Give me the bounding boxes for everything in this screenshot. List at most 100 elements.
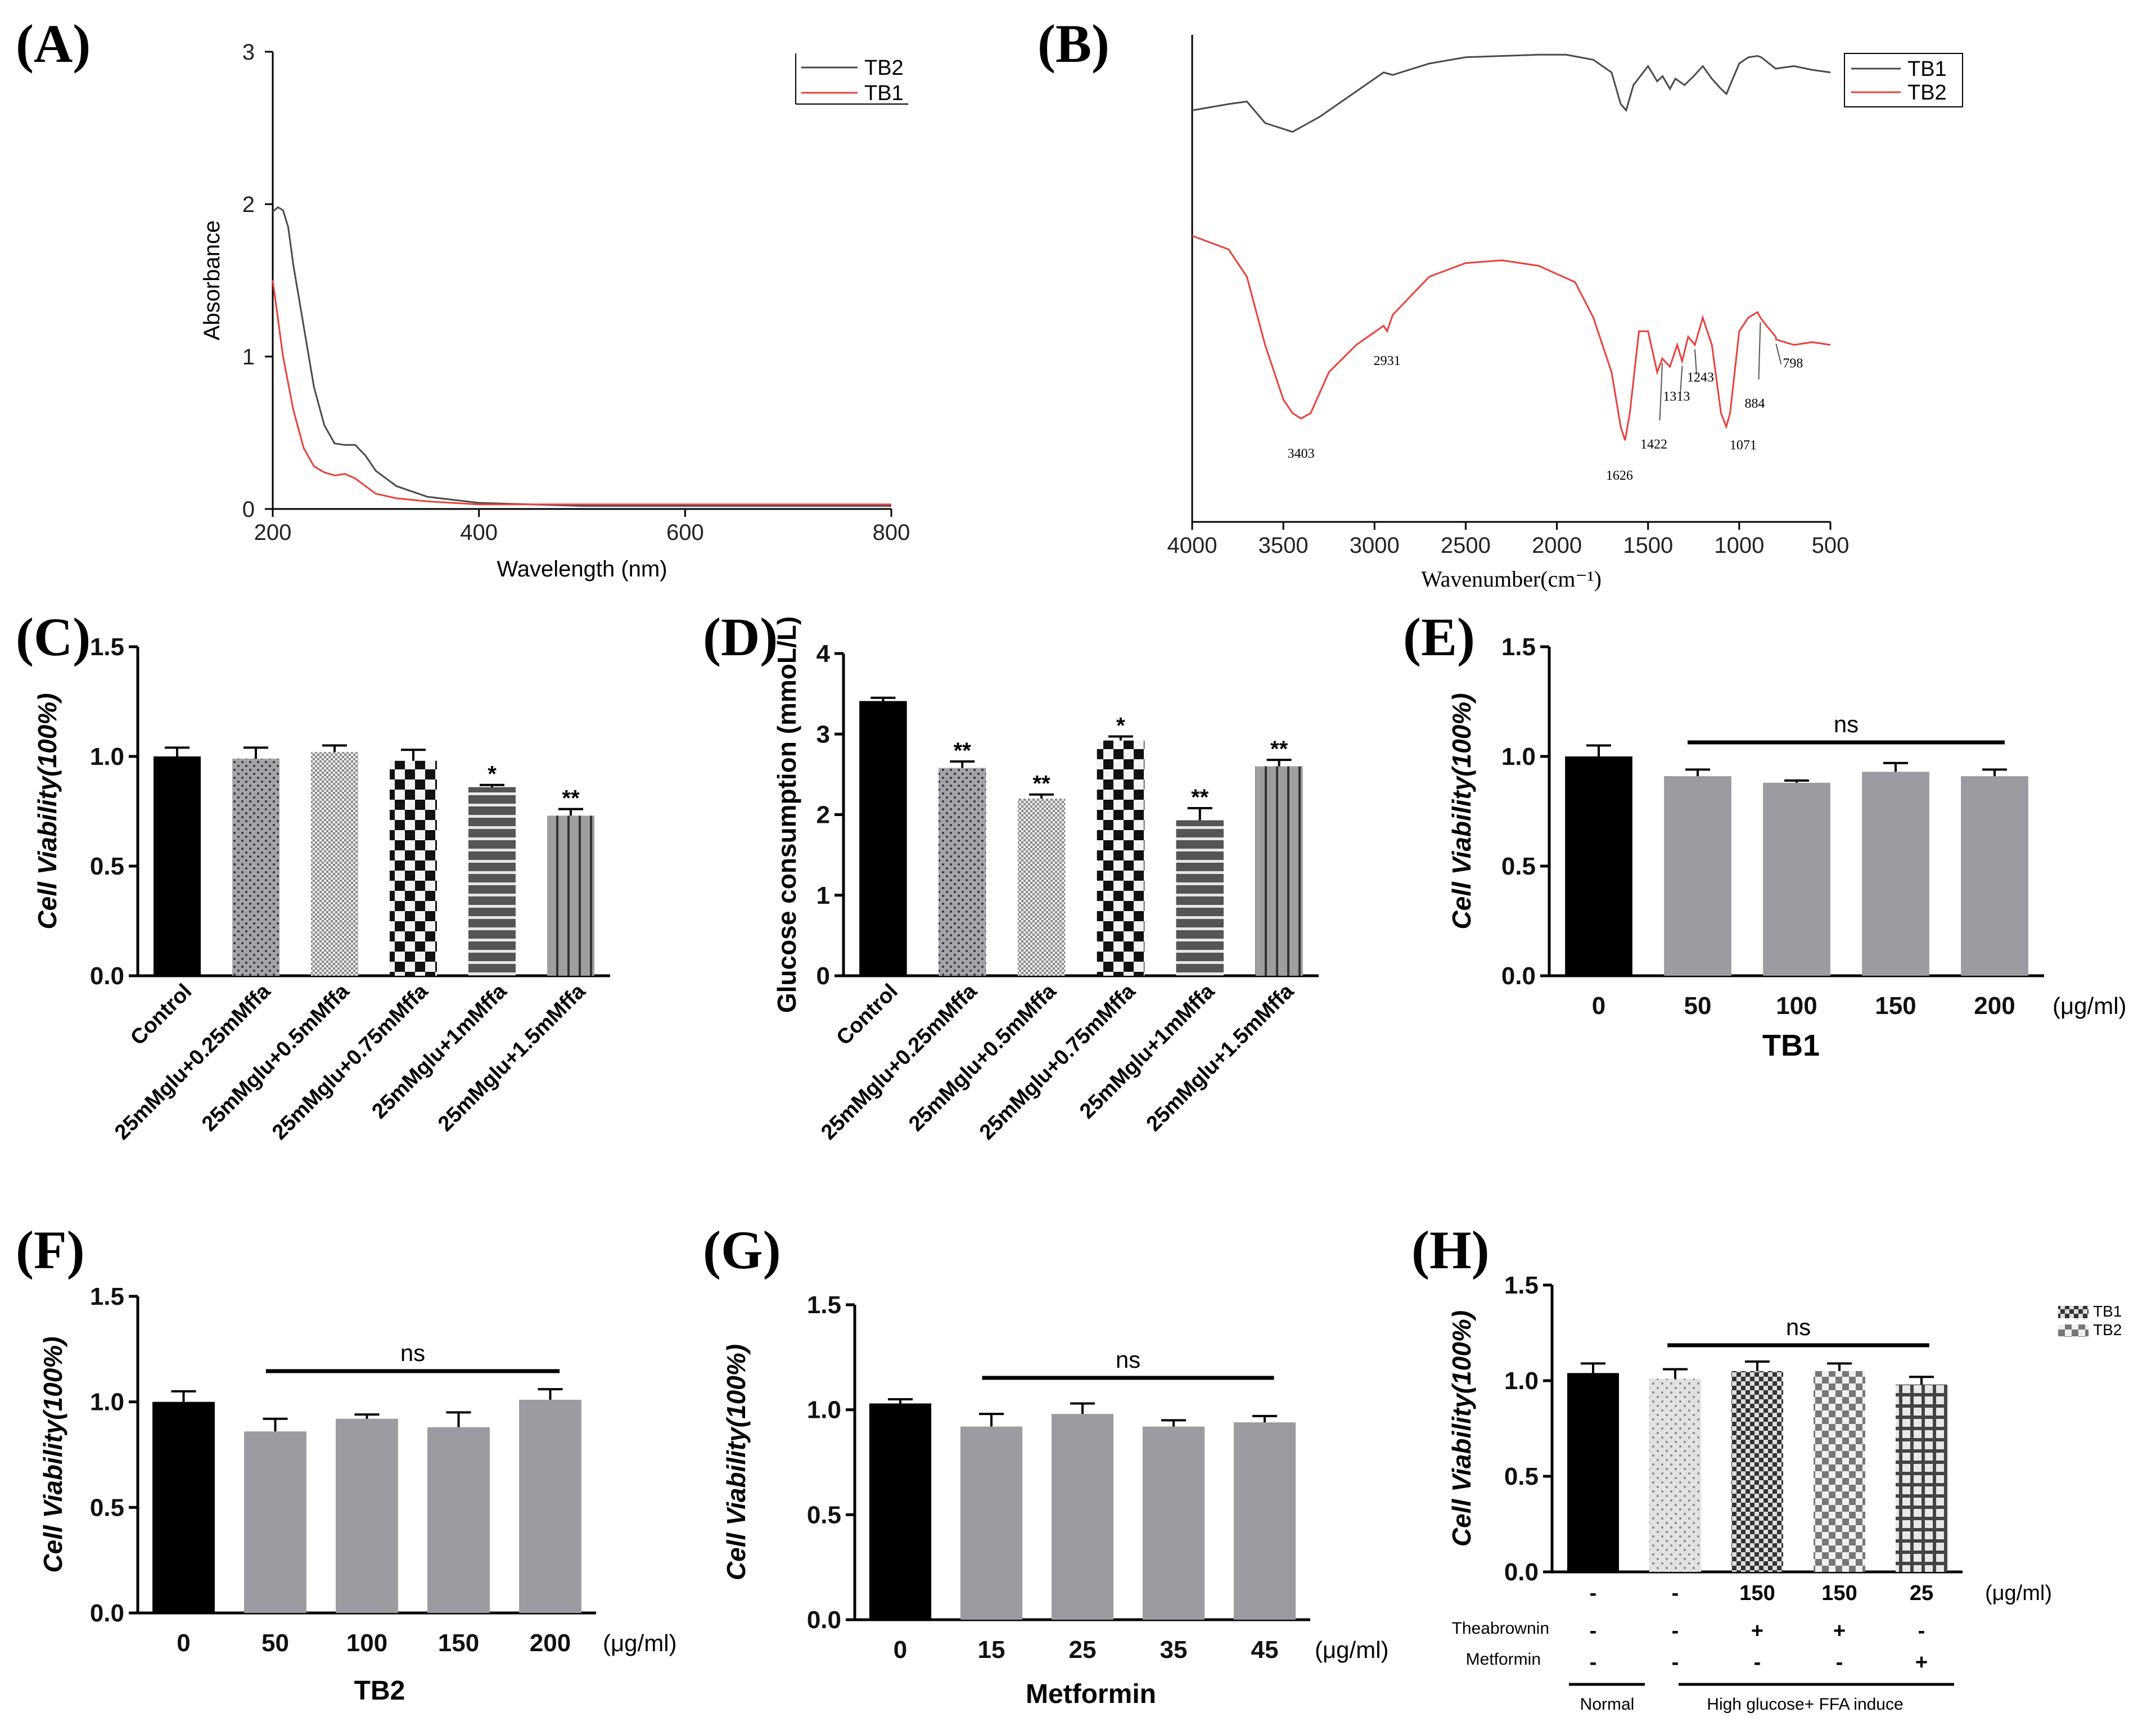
panel-a-legend-label: TB1: [864, 82, 904, 105]
panel-h-bar: [1731, 1371, 1783, 1572]
panel-g-y-tick-label: 0.0: [807, 1606, 841, 1634]
panel-b-series-tb2: [1192, 235, 1831, 441]
panel-e-x-category-label: 150: [1875, 992, 1916, 1020]
panel-h-label: (H): [1411, 1220, 1490, 1280]
panel-g-x-category-label: 45: [1251, 1636, 1279, 1664]
panel-h-ns-label: ns: [1786, 1314, 1811, 1340]
panel-d-label: (D): [703, 607, 778, 667]
panel-a-x-tick-label: 400: [460, 520, 498, 545]
panel-h-legend-swatch: [2058, 1306, 2089, 1318]
panel-f-unit-label: (μg/ml): [603, 1630, 677, 1656]
panel-c-y-tick-label: 1.5: [90, 633, 124, 661]
panel-d-y-axis-label: Glucose consumption (mmoL/L): [772, 616, 801, 1013]
panel-a-y-tick-label: 0: [242, 497, 255, 522]
panel-e-x-category-label: 50: [1684, 992, 1712, 1020]
panel-e-bar: [1664, 776, 1731, 976]
panel-h-legend-label: TB1: [2093, 1303, 2122, 1320]
panel-h-bar: [1896, 1384, 1947, 1572]
panel-c-x-category-label: 25mMglu+1mMffa: [367, 979, 512, 1124]
panel-d-bar: [939, 768, 986, 976]
panel-g-label: (G): [703, 1220, 781, 1280]
panel-a-chart: (A) 200 400 600 800 0 1 2 3 Wavelength (nm) Absorb…: [16, 13, 910, 582]
panel-g-bar: [1233, 1422, 1296, 1620]
panel-b-annotation: 1626: [1606, 468, 1633, 483]
panel-d-y-tick-label: 2: [817, 801, 830, 829]
panel-h-table-cell: -: [1672, 1651, 1679, 1674]
panel-h-unit-label: (μg/ml): [1985, 1581, 2052, 1605]
panel-b-x-tick-label: 1500: [1623, 533, 1673, 558]
panel-d-bar: [1176, 820, 1224, 976]
panel-b-annotation: 1071: [1730, 438, 1757, 453]
panel-g-y-tick-label: 0.5: [807, 1501, 841, 1529]
panel-b-annotation: 2931: [1374, 354, 1401, 368]
panel-b-x-axis-label: Wavenumber(cm⁻¹): [1421, 566, 1602, 592]
panel-h-y-tick-label: 1.0: [1504, 1367, 1539, 1395]
panel-f-x-axis-label: TB2: [354, 1676, 405, 1706]
panel-h-table-cell: -: [1918, 1619, 1925, 1643]
panel-a-x-tick-label: 800: [873, 520, 910, 545]
panel-h-table-cell: 25: [1910, 1581, 1933, 1605]
panel-d-y-tick-label: 3: [817, 720, 830, 748]
panel-h-y-tick-label: 0.0: [1504, 1558, 1539, 1586]
panel-b-x-tick-label: 3000: [1350, 533, 1400, 558]
panel-f-y-tick-label: 0.0: [90, 1599, 124, 1627]
panel-e-x-category-label: 0: [1592, 992, 1605, 1020]
panel-g-x-category-label: 35: [1160, 1636, 1188, 1664]
panel-d-significance-mark: **: [1033, 772, 1051, 796]
panel-c-bar: [547, 815, 594, 976]
panel-h-theabrownin-label: Theabrownin: [1452, 1619, 1549, 1638]
panel-e-chart: (E) 0.0 0.5 1.0 1.5 Cell Viability(100%) ns 0 50…: [1403, 607, 2127, 1062]
panel-b-annotation-leader: [1775, 344, 1782, 364]
panel-e-y-tick-label: 0.0: [1501, 962, 1536, 990]
panel-b-legend-label: TB1: [1907, 57, 1947, 81]
panel-b-annotation: 884: [1744, 396, 1765, 411]
panel-g-bar: [1051, 1414, 1114, 1620]
panel-g-unit-label: (μg/ml): [1315, 1637, 1389, 1663]
panel-b-chart: (B) 4000 3500 3000 2500 2000 1500 1000 500 Wavenu…: [1038, 13, 1963, 592]
panel-b-annotation-leader: [1659, 363, 1663, 421]
panel-d-significance-mark: *: [1116, 714, 1125, 738]
panel-c-bar: [154, 756, 201, 976]
panel-b-series-tb1: [1192, 53, 1831, 133]
panel-d-bar: [1017, 798, 1066, 976]
panel-b-x-tick-label: 2500: [1441, 533, 1491, 558]
panel-b-x-tick-label: 500: [1812, 533, 1850, 558]
panel-d-bar: [859, 701, 907, 976]
panel-d-y-tick-label: 1: [817, 882, 830, 909]
panel-g-x-category-label: 15: [978, 1636, 1005, 1664]
panel-b-annotation: 798: [1783, 357, 1803, 371]
panel-b-x-tick-label: 3500: [1259, 533, 1309, 558]
panel-e-bar: [1565, 756, 1632, 976]
panel-d-y-tick-label: 0: [817, 962, 830, 990]
panel-d-y-tick-label: 4: [817, 640, 831, 668]
panel-h-legend-swatch: [2058, 1324, 2089, 1337]
panel-a-series-tb1: [272, 280, 891, 506]
panel-h-table-cell: -: [1590, 1619, 1597, 1643]
panel-e-bar: [1862, 772, 1929, 976]
panel-b-legend-frame: [1844, 53, 1963, 107]
panel-f-x-category-label: 100: [346, 1629, 387, 1657]
panel-e-x-category-label: 100: [1776, 992, 1817, 1020]
panel-f-x-category-label: 50: [261, 1629, 289, 1657]
panel-h-normal-label: Normal: [1580, 1695, 1635, 1714]
panel-f-bar: [427, 1427, 490, 1613]
panel-d-x-category-label: 25mMglu+0.5mMffa: [904, 979, 1061, 1136]
panel-f-y-tick-label: 0.5: [90, 1494, 124, 1521]
panel-e-label: (E): [1403, 607, 1475, 667]
panel-d-significance-mark: **: [1191, 785, 1209, 810]
panel-e-y-tick-label: 1.0: [1501, 743, 1536, 770]
panel-d-bar: [1097, 740, 1145, 976]
panel-c-bar: [232, 758, 279, 976]
panel-g-x-axis-label: Metformin: [1026, 1679, 1156, 1709]
panel-f-chart: (F) 0.0 0.5 1.0 1.5 Cell Viability(100%) ns 0 50…: [16, 1220, 677, 1706]
panel-a-x-axis-label: Wavelength (nm): [497, 557, 667, 582]
panel-g-bar: [960, 1426, 1023, 1620]
panel-e-y-tick-label: 0.5: [1501, 853, 1536, 880]
panel-h-induced-label: High glucose+ FFA induce: [1707, 1695, 1903, 1714]
panel-h-table-cell: +: [1915, 1651, 1928, 1674]
panel-h-table-cell: -: [1754, 1651, 1761, 1674]
panel-c-label: (C): [16, 607, 91, 667]
panel-h-legend-label: TB2: [2093, 1321, 2122, 1339]
